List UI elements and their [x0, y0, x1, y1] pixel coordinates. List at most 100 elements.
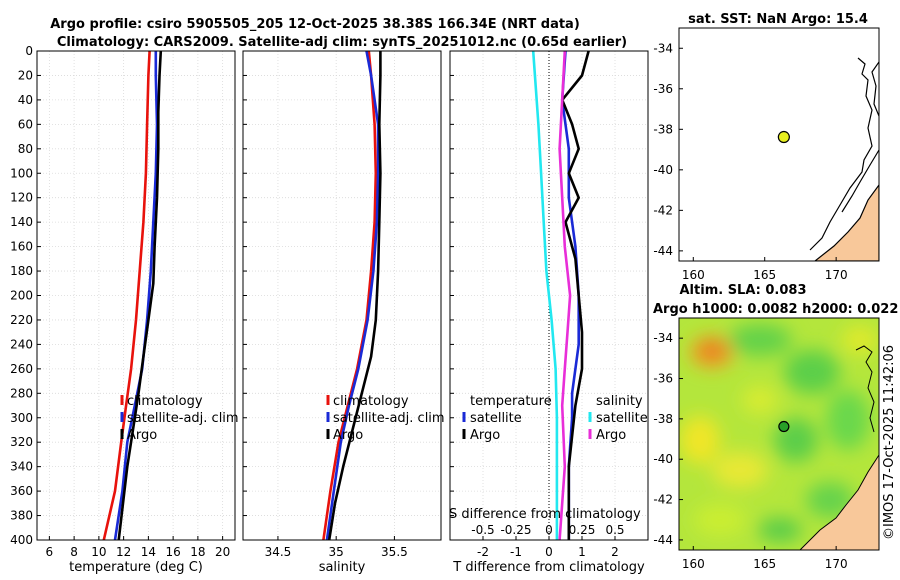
map-x-tick-label: 165 — [753, 557, 776, 571]
x-tick-label: 8 — [70, 545, 78, 559]
map-y-tick-label: -36 — [653, 372, 673, 386]
y-tick-label: 20 — [18, 68, 33, 82]
legend-label: satellite — [470, 411, 522, 426]
copyright-stamp: ©IMOS 17-Oct-2025 11:42:06 — [882, 345, 897, 540]
legend-label: Argo — [333, 428, 363, 443]
y-tick-label: 280 — [10, 386, 33, 400]
x-tick-label: -1 — [510, 545, 522, 559]
map-y-tick-label: -42 — [653, 493, 673, 507]
top-x-tick-label: 0.25 — [569, 523, 596, 537]
sst-map-ticks: 160 165 170 -34 -36 -38 -40 -42 -44 — [653, 41, 847, 282]
chart-title-line1: Argo profile: csiro 5905505_205 12-Oct-2… — [50, 17, 580, 32]
series-line-argo — [117, 51, 163, 540]
legend-title-temperature: temperature — [470, 394, 552, 409]
temperature-legend: climatology satellite-adj. clim Argo — [120, 394, 239, 443]
x-tick-label: 20 — [215, 545, 230, 559]
sst-map-panel: sat. SST: NaN Argo: 15.4 160 165 170 -34 -36… — [653, 12, 880, 282]
sst-map-frame — [678, 27, 880, 262]
salinity-grid — [243, 51, 441, 540]
y-tick-label: 400 — [10, 533, 33, 547]
sla-map-title-line1: Altim. SLA: 0.083 — [680, 283, 807, 298]
y-tick-label: 0 — [25, 44, 33, 58]
map-y-tick-label: -42 — [653, 203, 673, 217]
y-tick-label: 200 — [10, 289, 33, 303]
series-line-climatology — [102, 51, 151, 540]
sla-map-panel: Altim. SLA: 0.083 Argo h1000: 0.0082 h20… — [653, 283, 898, 571]
x-tick-label: -2 — [477, 545, 489, 559]
salinity-legend: climatology satellite-adj. clim Argo — [326, 394, 445, 443]
series-line-satellite-adj-clim — [113, 51, 159, 540]
map-y-tick-label: -36 — [653, 82, 673, 96]
series-line-t-argo — [560, 51, 590, 540]
series-line-climatology — [322, 51, 378, 540]
y-tick-label: 260 — [10, 362, 33, 376]
map-x-tick-label: 165 — [753, 268, 776, 282]
y-tick-label: 180 — [10, 264, 33, 278]
sla-map-title-line2: Argo h1000: 0.0082 h2000: 0.022 — [653, 302, 898, 317]
x-tick-label: 10 — [91, 545, 106, 559]
y-tick-label: 240 — [10, 337, 33, 351]
x-axis-label: T difference from climatology — [452, 560, 645, 575]
series-line-satellite-adj-clim — [325, 51, 380, 540]
y-tick-label: 80 — [18, 142, 33, 156]
difference-panel: -2 -1 0 1 2T difference from climatology temp… — [449, 50, 649, 575]
chart-title-line2: Climatology: CARS2009. Satellite-adj cli… — [57, 35, 627, 50]
x-tick-label: 16 — [165, 545, 180, 559]
y-tick-label: 320 — [10, 435, 33, 449]
sst-coastline-3 — [841, 149, 879, 213]
series-line-s-satellite — [531, 51, 559, 540]
legend-label: Argo — [596, 428, 626, 443]
differences-series — [531, 51, 590, 540]
temperature-panel: 6 8 10 12 14 16 18 20 temperature (deg C) 0 20 40 60… — [10, 44, 239, 575]
x-tick-label: 35.5 — [381, 545, 408, 559]
sla-land-fill — [799, 454, 879, 550]
legend-label: climatology — [127, 394, 203, 409]
sst-coastline-2 — [871, 61, 879, 117]
legend-label: Argo — [470, 428, 500, 443]
map-y-tick-label: -44 — [653, 533, 673, 547]
series-line-s-argo — [558, 51, 572, 540]
series-line-argo — [327, 51, 382, 540]
x-tick-label: 35 — [329, 545, 344, 559]
y-tick-label: 300 — [10, 411, 33, 425]
top-x-axis-label: S difference from climatology — [449, 507, 641, 522]
top-x-tick-label: 0 — [545, 523, 553, 537]
top-x-tick-label: -0.25 — [500, 523, 531, 537]
sla-map-ticks: 160 165 170 -34 -36 -38 -40 -42 -44 — [653, 331, 847, 571]
sla-argo-marker — [778, 420, 790, 433]
x-axis-label: salinity — [319, 560, 366, 575]
x-tick-label: 2 — [611, 545, 619, 559]
map-y-tick-label: -38 — [653, 412, 673, 426]
x-tick-label: 18 — [190, 545, 205, 559]
y-tick-label: 220 — [10, 313, 33, 327]
y-tick-label: 60 — [18, 117, 33, 131]
map-x-tick-label: 160 — [682, 268, 705, 282]
sla-coastline — [855, 345, 875, 433]
y-tick-label: 40 — [18, 93, 33, 107]
y-tick-label: 120 — [10, 191, 33, 205]
top-x-tick-label: 0.5 — [605, 523, 624, 537]
x-tick-label: 12 — [116, 545, 131, 559]
salinity-series — [322, 51, 382, 540]
map-y-tick-label: -34 — [653, 331, 673, 345]
x-tick-label: 34.5 — [265, 545, 292, 559]
top-x-tick-label: -0.5 — [471, 523, 494, 537]
map-x-tick-label: 160 — [682, 557, 705, 571]
sst-map-background — [679, 28, 879, 261]
map-y-tick-label: -40 — [653, 163, 673, 177]
x-tick-label: 0 — [545, 545, 553, 559]
sst-map-land — [809, 57, 879, 261]
y-tick-label: 100 — [10, 166, 33, 180]
x-tick-label: 14 — [141, 545, 156, 559]
y-tick-label: 380 — [10, 509, 33, 523]
sla-field-blobs — [680, 324, 878, 542]
salinity-panel: 34.5 35 35.5 salinity climatology satellite-a… — [242, 50, 445, 575]
x-axis-label: temperature (deg C) — [69, 560, 203, 575]
sst-map-title: sat. SST: NaN Argo: 15.4 — [688, 12, 868, 27]
temperature-series — [102, 51, 163, 540]
map-x-tick-label: 170 — [825, 557, 848, 571]
y-tick-label: 140 — [10, 215, 33, 229]
sla-map-frame — [678, 317, 880, 551]
y-tick-label: 160 — [10, 240, 33, 254]
legend-label: satellite-adj. clim — [333, 411, 445, 426]
